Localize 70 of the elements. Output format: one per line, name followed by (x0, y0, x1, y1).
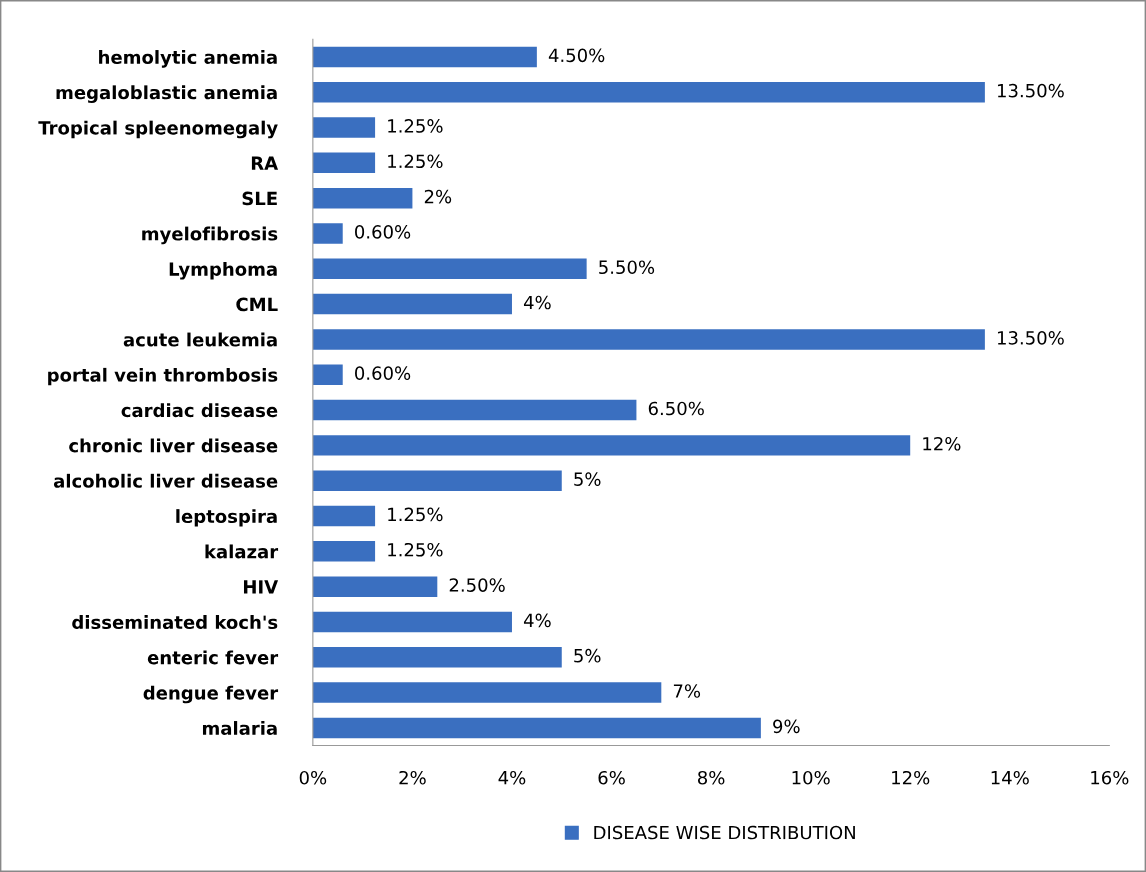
data-label: 0.60% (355, 366, 411, 380)
data-label: 1.25% (388, 154, 443, 169)
data-label: 5% (574, 472, 601, 486)
bar (312, 81, 985, 103)
bar (312, 717, 761, 739)
y-tick-label: chronic liver disease (69, 438, 278, 453)
data-label: 5% (574, 648, 601, 663)
y-tick-label: dengue fever (143, 685, 279, 704)
x-tick-label: 6% (598, 770, 625, 785)
data-label: 13.50% (997, 331, 1064, 345)
bar (312, 152, 376, 174)
x-tick-label: 14% (991, 770, 1029, 785)
x-tick-label: 16% (1091, 770, 1129, 785)
y-tick-label: alcoholic liver disease (53, 473, 278, 488)
data-label: 1.25% (388, 119, 443, 133)
bar (312, 117, 376, 138)
y-tick-label: CML (236, 297, 278, 312)
bar (312, 364, 343, 385)
data-label: 12% (923, 436, 961, 451)
y-tick-label: acute leukemia (123, 332, 277, 347)
legend-label: DISEASE WISE DISTRIBUTION (594, 825, 855, 840)
bar (312, 399, 637, 421)
bar (312, 293, 512, 315)
bar (312, 46, 537, 68)
x-tick-label: 10% (792, 770, 830, 785)
data-label: 2.50% (449, 578, 505, 592)
data-label: 4% (523, 613, 551, 628)
y-tick-label: hemolytic anemia (99, 50, 277, 68)
bar (312, 647, 562, 668)
data-label: 9% (773, 719, 800, 734)
data-label: 7% (673, 684, 701, 698)
y-tick-label: HIV (243, 580, 279, 594)
data-label: 1.25% (388, 507, 443, 522)
y-tick-label: Lymphoma (169, 261, 277, 280)
y-tick-label: disseminated koch's (72, 615, 278, 630)
x-tick-label: 12% (892, 770, 930, 785)
bar (312, 329, 985, 350)
data-label: 4.50% (548, 48, 605, 63)
bar (312, 187, 413, 209)
y-tick-label: portal vein thrombosis (48, 367, 278, 386)
y-tick-label: leptospira (176, 509, 277, 527)
data-label: 2% (424, 189, 452, 204)
bar (312, 611, 512, 633)
bar (312, 682, 662, 703)
bar (312, 505, 376, 527)
y-tick-label: SLE (242, 191, 277, 206)
x-tick-label: 8% (698, 770, 725, 785)
x-tick-label: 2% (399, 770, 426, 785)
data-label: 13.50% (997, 83, 1064, 98)
data-label: 5.50% (599, 260, 655, 275)
bar (312, 223, 343, 244)
y-tick-label: kalazar (205, 544, 279, 559)
data-label: 4% (523, 295, 551, 310)
y-tick-label: cardiac disease (121, 403, 278, 418)
bar (312, 258, 587, 280)
y-tick-label: Tropical spleenomegaly (38, 120, 278, 139)
bar (312, 541, 376, 562)
bar (312, 435, 911, 456)
x-tick-label: 4% (498, 770, 526, 785)
y-tick-label: RA (251, 156, 279, 170)
data-label: 6.50% (648, 401, 704, 416)
bar (312, 470, 562, 491)
y-tick-label: malaria (202, 721, 277, 736)
y-tick-label: megaloblastic anemia (56, 85, 277, 103)
data-label: 1.25% (388, 542, 443, 557)
y-tick-label: myelofibrosis (142, 226, 278, 245)
bar (312, 576, 438, 597)
x-tick-label: 0% (299, 770, 327, 785)
y-tick-label: enteric fever (147, 650, 279, 665)
data-label: 0.60% (355, 225, 411, 239)
